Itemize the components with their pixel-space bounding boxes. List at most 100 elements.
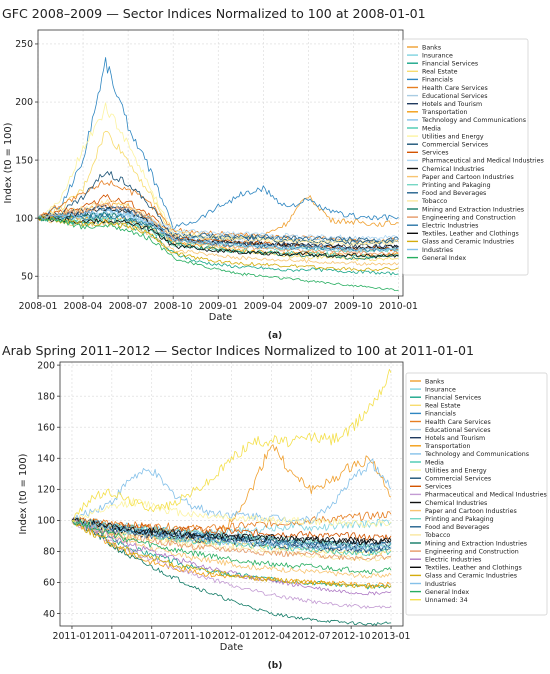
legend-entry: Financials	[425, 411, 456, 418]
series-line-5	[38, 180, 399, 244]
series-line-23	[38, 216, 399, 259]
y-tick-label: 160	[37, 422, 55, 433]
legend-entry: Industries	[425, 581, 456, 588]
y-tick-label: 50	[21, 271, 33, 282]
legend-entry: General Index	[425, 589, 469, 596]
legend-entry: Transportation	[421, 109, 467, 116]
y-tick-label: 250	[15, 39, 33, 50]
x-tick-label: 2013-01	[372, 631, 411, 642]
series-line-26	[71, 520, 392, 575]
y-tick-label: 120	[37, 485, 55, 496]
legend-box	[402, 38, 529, 276]
y-tick-label: 140	[37, 453, 55, 464]
series-line-25	[71, 520, 392, 552]
y-tick-label: 80	[43, 547, 55, 558]
series-line-5	[71, 511, 392, 533]
legend-entry: Chemical Industries	[422, 166, 484, 173]
x-tick-label: 2009-01	[199, 301, 238, 312]
legend-entry: Utilities and Energy	[422, 133, 484, 140]
legend-entry: Media	[422, 125, 441, 132]
y-axis-label: Index (t0 = 100)	[18, 454, 29, 535]
legend-entry: Engineering and Construction	[425, 548, 519, 555]
legend-entry: Industries	[422, 247, 453, 254]
x-ticks: 2011-01 2011-04 2011-07 2011-10 2012-01 2012-…	[53, 626, 411, 642]
x-tick-label: 2011-04	[92, 631, 131, 642]
series-line-21	[38, 202, 399, 256]
legend-entry: Media	[425, 459, 444, 466]
y-tick-label: 200	[37, 360, 55, 371]
y-axis-label: Index (t0 = 100)	[3, 123, 14, 204]
legend-entry: Tobacco	[421, 198, 447, 205]
y-tick-label: 40	[43, 609, 55, 620]
series-line-13	[71, 517, 392, 541]
series-line-22	[38, 213, 399, 252]
series-lines	[38, 57, 399, 291]
legend-entry: Educational Services	[425, 427, 491, 434]
chart-title: GFC 2008–2009 — Sector Indices Normalize…	[2, 6, 426, 21]
series-line-10	[71, 517, 392, 557]
series-line-16	[38, 217, 399, 266]
y-tick-label: 100	[15, 213, 33, 224]
series-line-22	[71, 517, 392, 596]
legend-entry: Pharmaceutical and Medical Industries	[425, 492, 547, 499]
series-line-2	[38, 215, 399, 276]
y-ticks: 50 100 150 200 250	[15, 39, 38, 282]
grid	[60, 362, 403, 626]
series-lines	[71, 368, 392, 626]
legend-entry: Insurance	[425, 386, 456, 393]
chart-0: GFC 2008–2009 — Sector Indices Normalize…	[2, 6, 544, 341]
legend-entry: Food and Beverages	[425, 524, 489, 531]
legend-entry: Commercial Services	[422, 142, 488, 149]
x-tick-label: 2012-04	[252, 631, 291, 642]
y-tick-label: 180	[37, 391, 55, 402]
series-line-25	[38, 208, 399, 252]
legend-entry: Technology and Communications	[421, 117, 526, 124]
x-axis-label: Date	[220, 642, 243, 653]
x-tick-label: 2008-04	[64, 301, 103, 312]
series-line-19	[71, 518, 392, 562]
series-line-10	[38, 216, 399, 259]
series-line-13	[38, 194, 399, 252]
legend-entry: Tobacco	[424, 532, 450, 539]
x-ticks: 2008-01 2008-04 2008-07 2008-10 2009-01 2009-…	[19, 296, 418, 312]
legend-entry: Unnamed: 34	[425, 597, 468, 604]
series-line-20	[38, 211, 399, 260]
figure-caption: (b)	[268, 661, 283, 671]
x-tick-label: 2012-01	[212, 631, 251, 642]
legend-entry: Health Care Services	[425, 419, 491, 426]
y-tick-label: 100	[37, 516, 55, 527]
series-line-12	[38, 171, 399, 245]
legend-entry: Mining and Extraction Industries	[425, 540, 527, 547]
x-tick-label: 2009-04	[244, 301, 283, 312]
legend-entry: Engineering and Construction	[422, 214, 516, 221]
chart-1: Arab Spring 2011–2012 — Sector Indices N…	[2, 343, 548, 671]
legend-entry: Banks	[422, 44, 441, 51]
x-tick-label: 2011-07	[132, 631, 171, 642]
x-tick-label: 2010-01	[379, 301, 418, 312]
series-line-15	[38, 206, 399, 250]
x-tick-label: 2012-10	[332, 631, 371, 642]
legend-entry: Textiles, Leather and Clothings	[424, 565, 522, 572]
series-line-18	[71, 518, 392, 554]
legend-entry: Utilities and Energy	[425, 467, 487, 474]
legend-entry: Textiles, Leather and Clothings	[421, 231, 519, 238]
legend-entry: Mining and Extraction Industries	[422, 206, 524, 213]
series-line-19	[38, 199, 399, 247]
x-tick-label: 2008-07	[109, 301, 148, 312]
legend-entry: Hotels and Tourism	[425, 435, 485, 442]
legend-entry: Pharmaceutical and Medical Industries	[422, 158, 544, 165]
legend-entry: Services	[422, 150, 449, 157]
x-tick-label: 2009-07	[289, 301, 328, 312]
y-tick-label: 150	[15, 155, 33, 166]
series-line-26	[38, 216, 399, 291]
legend-entry: Transportation	[424, 443, 470, 450]
legend-entry: Services	[425, 484, 452, 491]
legend-entry: Financial Services	[422, 61, 478, 68]
series-line-11	[71, 497, 392, 528]
legend-entry: Financial Services	[425, 395, 481, 402]
series-line-3	[38, 130, 399, 262]
series-line-27	[71, 368, 392, 522]
legend-entry: Glass and Ceramic Industries	[422, 239, 514, 246]
